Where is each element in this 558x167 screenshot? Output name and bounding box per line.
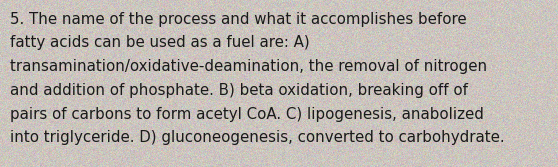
Text: pairs of carbons to form acetyl CoA. C) lipogenesis, anabolized: pairs of carbons to form acetyl CoA. C) …	[10, 107, 484, 122]
Text: and addition of phosphate. B) beta oxidation, breaking off of: and addition of phosphate. B) beta oxida…	[10, 83, 468, 98]
Text: 5. The name of the process and what it accomplishes before: 5. The name of the process and what it a…	[10, 12, 466, 27]
Text: transamination/oxidative-deamination, the removal of nitrogen: transamination/oxidative-deamination, th…	[10, 59, 487, 74]
Text: fatty acids can be used as a fuel are: A): fatty acids can be used as a fuel are: A…	[10, 35, 310, 50]
Text: into triglyceride. D) gluconeogenesis, converted to carbohydrate.: into triglyceride. D) gluconeogenesis, c…	[10, 130, 504, 145]
